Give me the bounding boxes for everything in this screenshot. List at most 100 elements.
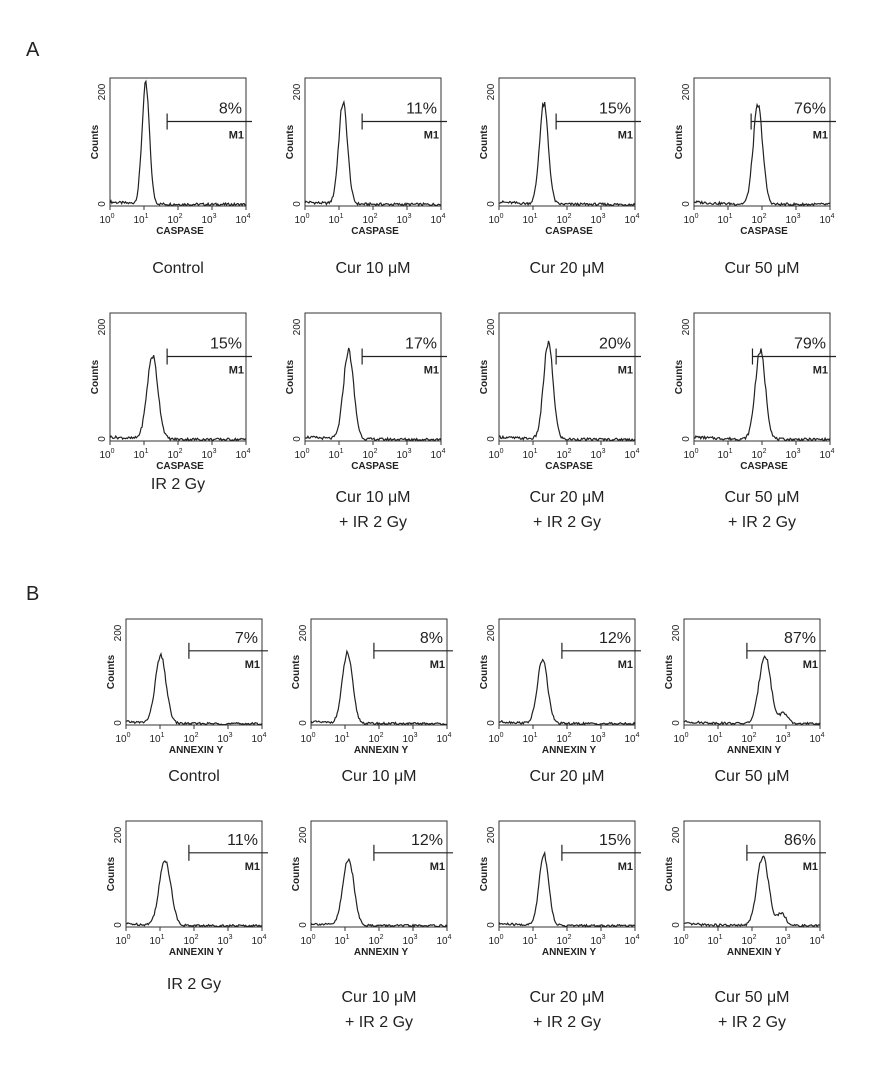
x-tick-exponent: 1: [534, 213, 538, 220]
x-tick-exponent: 0: [312, 732, 316, 739]
x-tick-label: 102: [556, 732, 571, 745]
histogram-curve: [498, 340, 636, 442]
y-axis-label: Counts: [106, 654, 117, 689]
x-axis-label: ANNEXIN Y: [169, 947, 224, 958]
x-tick-exponent: 1: [729, 448, 733, 455]
gated-percent-label: 76%: [794, 101, 826, 118]
x-tick-exponent: 4: [263, 934, 267, 941]
y-tick-label: 200: [113, 624, 124, 641]
x-tick-exponent: 0: [111, 213, 115, 220]
x-tick-exponent: 0: [306, 448, 310, 455]
x-tick-exponent: 4: [247, 448, 251, 455]
x-tick-exponent: 1: [729, 213, 733, 220]
y-tick-label: 0: [671, 922, 682, 928]
x-tick-exponent: 2: [380, 934, 384, 941]
x-tick-label: 101: [717, 213, 732, 226]
x-tick-exponent: 0: [306, 213, 310, 220]
y-tick-label: 200: [113, 826, 124, 843]
y-tick-label: 200: [486, 318, 497, 335]
gated-percent-label: 7%: [235, 630, 258, 647]
y-tick-label: 0: [292, 436, 303, 442]
gated-percent-label: 15%: [599, 101, 631, 118]
x-tick-label: 103: [217, 934, 232, 947]
x-tick-exponent: 3: [602, 934, 606, 941]
x-tick-exponent: 3: [408, 448, 412, 455]
x-tick-exponent: 2: [568, 213, 572, 220]
plot-frame: [304, 312, 442, 442]
x-tick-exponent: 3: [213, 448, 217, 455]
x-tick-exponent: 4: [831, 448, 835, 455]
histogram-curve: [125, 860, 263, 928]
x-tick-label: 100: [300, 934, 315, 947]
y-tick-label: 0: [298, 922, 309, 928]
condition-caption: Cur 10 μM: [335, 260, 410, 277]
condition-caption: Cur 20 μM: [529, 489, 604, 506]
x-tick-exponent: 0: [127, 934, 131, 941]
y-tick-label: 200: [671, 624, 682, 641]
x-tick-label: 102: [751, 213, 766, 226]
gate-label: M1: [618, 659, 633, 671]
x-tick-exponent: 0: [111, 448, 115, 455]
x-tick-exponent: 4: [636, 448, 640, 455]
x-tick-exponent: 1: [161, 934, 165, 941]
y-tick-label: 0: [486, 720, 497, 726]
x-tick-label: 100: [683, 213, 698, 226]
x-tick-exponent: 4: [821, 934, 825, 941]
plot-frame: [693, 312, 831, 442]
condition-caption: + IR 2 Gy: [533, 1014, 601, 1031]
gate-label: M1: [803, 861, 818, 873]
y-tick-label: 0: [113, 922, 124, 928]
condition-caption: Control: [152, 260, 204, 277]
x-axis-label: ANNEXIN Y: [727, 745, 782, 756]
y-tick-label: 200: [298, 624, 309, 641]
x-tick-exponent: 2: [179, 213, 183, 220]
x-tick-label: 102: [183, 934, 198, 947]
y-tick-label: 200: [486, 83, 497, 100]
x-tick-label: 102: [556, 448, 571, 461]
plot-frame: [498, 312, 636, 442]
x-tick-label: 103: [775, 934, 790, 947]
gate-label: M1: [245, 659, 260, 671]
x-axis-label: ANNEXIN Y: [354, 745, 409, 756]
x-tick-label: 104: [624, 732, 639, 745]
y-tick-label: 0: [292, 201, 303, 207]
x-tick-exponent: 3: [213, 213, 217, 220]
x-tick-label: 104: [809, 934, 824, 947]
y-tick-label: 0: [97, 436, 108, 442]
histogram-curve: [304, 99, 442, 207]
y-tick-label: 0: [486, 922, 497, 928]
y-axis-label: Counts: [674, 359, 685, 394]
x-tick-label: 103: [402, 934, 417, 947]
x-tick-label: 103: [396, 213, 411, 226]
x-tick-label: 101: [522, 213, 537, 226]
x-tick-label: 100: [488, 732, 503, 745]
x-tick-label: 103: [590, 732, 605, 745]
gate-label: M1: [618, 365, 633, 377]
x-axis-label: CASPASE: [545, 461, 593, 472]
plot-frame: [304, 77, 442, 207]
x-tick-label: 103: [201, 448, 216, 461]
x-tick-exponent: 0: [695, 448, 699, 455]
histogram-curve: [499, 101, 636, 207]
x-tick-exponent: 2: [568, 732, 572, 739]
gate-label: M1: [424, 365, 439, 377]
y-axis-label: Counts: [291, 856, 302, 891]
x-tick-label: 100: [673, 732, 688, 745]
y-tick-label: 0: [113, 720, 124, 726]
x-tick-exponent: 0: [685, 934, 689, 941]
x-tick-exponent: 4: [821, 732, 825, 739]
y-tick-label: 200: [298, 826, 309, 843]
x-tick-exponent: 1: [340, 213, 344, 220]
y-tick-label: 200: [671, 826, 682, 843]
x-tick-exponent: 3: [414, 732, 418, 739]
x-tick-exponent: 2: [195, 934, 199, 941]
x-axis-label: CASPASE: [740, 226, 788, 237]
x-tick-exponent: 3: [229, 732, 233, 739]
y-tick-label: 0: [97, 201, 108, 207]
gated-percent-label: 11%: [227, 832, 258, 849]
